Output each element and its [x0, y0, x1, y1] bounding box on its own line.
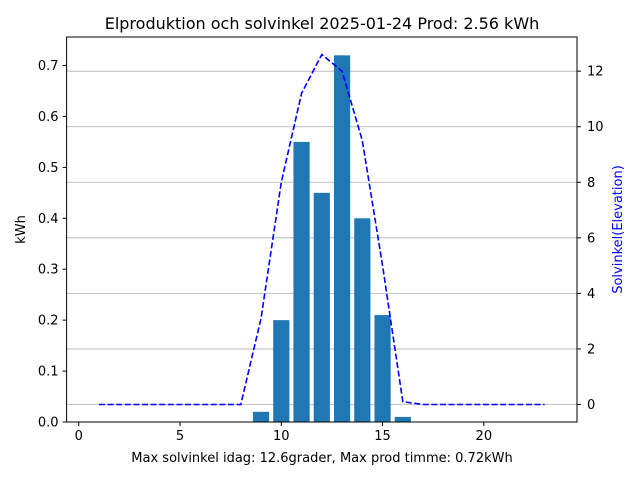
y2-tick-label: 6 [587, 231, 595, 246]
elevation-line [99, 53, 545, 406]
x-axis-label: Max solvinkel idag: 12.6grader, Max prod… [131, 451, 512, 466]
y-tick-label: 0.0 [38, 416, 59, 431]
bar [394, 416, 411, 422]
bar [313, 192, 330, 422]
y2-axis-label: Solvinkel(Elevation) [611, 165, 626, 294]
bar [354, 218, 371, 422]
x-tick-label: 15 [374, 429, 391, 444]
elevation-series-line [99, 53, 545, 406]
y-axis-right: 0 2 4 6 8 10 12 [577, 65, 604, 413]
y2-tick-label: 4 [587, 287, 595, 302]
y-tick-label: 0.4 [38, 212, 59, 227]
y-tick-label: 0.7 [38, 59, 59, 74]
y2-tick-label: 10 [587, 120, 604, 135]
x-tick-label: 0 [75, 429, 83, 444]
y-tick-label: 0.1 [38, 365, 59, 380]
y2-tick-label: 0 [587, 398, 595, 413]
y2-tick-label: 8 [587, 176, 595, 191]
y-axis-label: kWh [14, 215, 29, 244]
bars [252, 55, 411, 422]
x-tick-label: 20 [476, 429, 493, 444]
y-tick-label: 0.6 [38, 110, 59, 125]
y-tick-label: 0.2 [38, 314, 59, 329]
x-tick-label: 5 [176, 429, 184, 444]
bar [273, 320, 290, 422]
y2-tick-label: 2 [587, 342, 595, 357]
y2-tick-label: 12 [587, 65, 604, 80]
y-axis-left: 0.0 0.1 0.2 0.3 0.4 0.5 0.6 0.7 [38, 59, 67, 431]
y-tick-label: 0.3 [38, 263, 59, 278]
bar [252, 411, 270, 422]
bar [333, 55, 351, 422]
bar [374, 315, 391, 422]
x-tick-label: 10 [273, 429, 290, 444]
chart-title: Elproduktion och solvinkel 2025-01-24 Pr… [105, 14, 540, 33]
plot-frame [66, 36, 578, 423]
bar [293, 141, 310, 422]
y-tick-label: 0.5 [38, 161, 59, 176]
x-axis: 0 5 10 15 20 [75, 422, 492, 444]
